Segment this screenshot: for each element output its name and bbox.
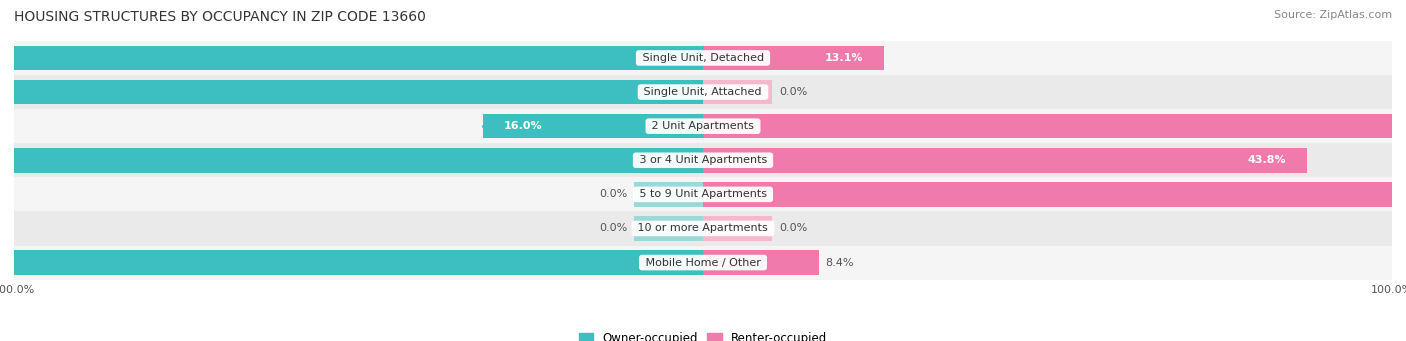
Text: 43.8%: 43.8% xyxy=(1247,155,1286,165)
Bar xyxy=(703,46,883,70)
Text: 0.0%: 0.0% xyxy=(779,87,807,97)
Bar xyxy=(703,148,1306,173)
Text: Source: ZipAtlas.com: Source: ZipAtlas.com xyxy=(1274,10,1392,20)
Text: 16.0%: 16.0% xyxy=(503,121,541,131)
Bar xyxy=(14,143,1392,177)
Bar xyxy=(14,177,1392,211)
Bar xyxy=(703,114,1406,138)
Text: 10 or more Apartments: 10 or more Apartments xyxy=(634,223,772,234)
Text: 5 to 9 Unit Apartments: 5 to 9 Unit Apartments xyxy=(636,189,770,199)
Bar xyxy=(0,46,703,70)
Bar xyxy=(634,216,703,241)
Bar xyxy=(703,250,818,275)
Bar xyxy=(634,182,703,207)
Text: 0.0%: 0.0% xyxy=(599,223,627,234)
Text: HOUSING STRUCTURES BY OCCUPANCY IN ZIP CODE 13660: HOUSING STRUCTURES BY OCCUPANCY IN ZIP C… xyxy=(14,10,426,24)
Bar xyxy=(0,80,703,104)
Legend: Owner-occupied, Renter-occupied: Owner-occupied, Renter-occupied xyxy=(574,328,832,341)
Bar xyxy=(14,41,1392,75)
Text: 2 Unit Apartments: 2 Unit Apartments xyxy=(648,121,758,131)
Bar xyxy=(0,250,703,275)
Text: Mobile Home / Other: Mobile Home / Other xyxy=(641,257,765,268)
Bar xyxy=(703,216,772,241)
Text: Single Unit, Detached: Single Unit, Detached xyxy=(638,53,768,63)
Bar xyxy=(14,109,1392,143)
Text: 13.1%: 13.1% xyxy=(824,53,863,63)
Bar xyxy=(0,148,703,173)
Bar xyxy=(14,75,1392,109)
Bar xyxy=(482,114,703,138)
Text: 3 or 4 Unit Apartments: 3 or 4 Unit Apartments xyxy=(636,155,770,165)
Bar xyxy=(703,80,772,104)
Bar xyxy=(703,182,1406,207)
Text: 0.0%: 0.0% xyxy=(599,189,627,199)
Text: 8.4%: 8.4% xyxy=(825,257,853,268)
Text: Single Unit, Attached: Single Unit, Attached xyxy=(641,87,765,97)
Text: 0.0%: 0.0% xyxy=(779,223,807,234)
Bar xyxy=(14,211,1392,246)
Bar xyxy=(14,246,1392,280)
